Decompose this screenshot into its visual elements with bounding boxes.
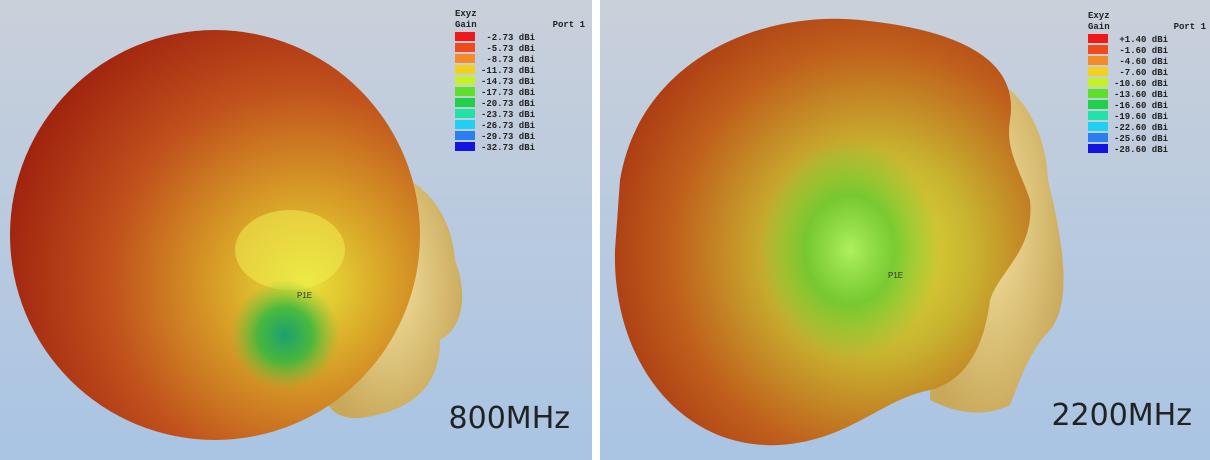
legend-swatch [455, 120, 475, 129]
frequency-label: 2200MHz [1051, 398, 1192, 433]
legend-label: -26.73 dBi [481, 121, 536, 131]
legend-label: -4.60 dBi [1119, 57, 1168, 67]
pattern [10, 30, 420, 440]
legend-quantity: Gain [455, 20, 477, 30]
legend-swatch [1088, 34, 1108, 43]
port-marker: P1E [888, 271, 903, 280]
legend-title: Exyz [1088, 11, 1110, 21]
legend-label: -1.60 dBi [1119, 46, 1168, 56]
legend-swatch [455, 76, 475, 85]
legend-label: -28.60 dBi [1114, 145, 1169, 155]
legend-swatch [1088, 133, 1108, 142]
legend-swatch [1088, 56, 1108, 65]
legend-label: -25.60 dBi [1114, 134, 1169, 144]
legend-label: -13.60 dBi [1114, 90, 1169, 100]
highlight [760, 140, 940, 360]
legend-label: -16.60 dBi [1114, 101, 1169, 111]
port-marker: P1E [297, 291, 312, 300]
legend-label: -11.73 dBi [481, 66, 536, 76]
legend-swatch [455, 65, 475, 74]
legend-swatch [455, 32, 475, 41]
null-region [230, 280, 340, 390]
legend-swatch [455, 109, 475, 118]
legend-swatch [1088, 67, 1108, 76]
legend-swatch [455, 131, 475, 140]
legend-swatch [1088, 78, 1108, 87]
legend-label: -8.73 dBi [486, 55, 535, 65]
legend-swatch [455, 43, 475, 52]
legend-swatch [455, 142, 475, 151]
panel [600, 0, 1210, 460]
legend-swatch [455, 54, 475, 63]
legend-label: -5.73 dBi [486, 44, 535, 54]
legend-label: -20.73 dBi [481, 99, 536, 109]
legend-port: Port 1 [553, 20, 586, 30]
legend-label: -2.73 dBi [486, 33, 535, 43]
legend-label: +1.40 dBi [1119, 35, 1168, 45]
frequency-label: 800MHz [449, 401, 570, 436]
legend-swatch [455, 98, 475, 107]
legend-swatch [1088, 45, 1108, 54]
legend-label: -32.73 dBi [481, 143, 536, 153]
highlight [235, 210, 345, 290]
legend-swatch [1088, 111, 1108, 120]
legend-port: Port 1 [1174, 22, 1207, 32]
legend-label: -14.73 dBi [481, 77, 536, 87]
panel [0, 0, 592, 460]
legend-swatch [455, 87, 475, 96]
legend-label: -23.73 dBi [481, 110, 536, 120]
legend-label: -7.60 dBi [1119, 68, 1168, 78]
legend-quantity: Gain [1088, 22, 1110, 32]
legend-label: -29.73 dBi [481, 132, 536, 142]
legend-swatch [1088, 122, 1108, 131]
legend-swatch [1088, 89, 1108, 98]
legend-label: -17.73 dBi [481, 88, 536, 98]
legend-swatch [1088, 144, 1108, 153]
legend-label: -10.60 dBi [1114, 79, 1169, 89]
legend-label: -19.60 dBi [1114, 112, 1169, 122]
legend-label: -22.60 dBi [1114, 123, 1169, 133]
legend-title: Exyz [455, 9, 477, 19]
legend-swatch [1088, 100, 1108, 109]
